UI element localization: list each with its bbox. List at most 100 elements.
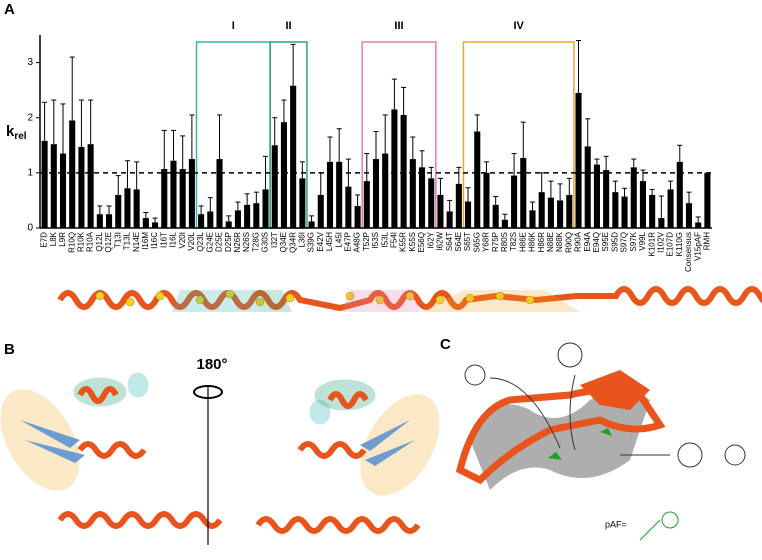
error-bar [244, 193, 250, 205]
x-tick-label: R80S [500, 232, 509, 252]
error-bar [410, 136, 416, 160]
error-bar [649, 188, 655, 195]
x-tick-label: L9R [58, 232, 67, 247]
x-tick-label: Q23L [196, 231, 205, 251]
error-bar [272, 117, 278, 146]
x-tick-label: Q34E [279, 232, 288, 252]
bar [216, 159, 223, 228]
x-tick-label: T52P [362, 232, 371, 251]
bar [124, 188, 131, 228]
error-bar [299, 161, 305, 179]
error-bar [364, 153, 370, 182]
x-tick-label: L8K [49, 231, 58, 246]
bar [363, 181, 370, 228]
bar [59, 153, 67, 228]
error-bar [548, 180, 554, 198]
region-label: IV [513, 20, 524, 32]
bar [621, 196, 628, 228]
error-bar [594, 158, 600, 165]
bar [317, 194, 324, 228]
x-tick-label: D25E [215, 232, 224, 252]
x-tick-label: K55R [399, 232, 408, 252]
error-bar [603, 155, 609, 171]
y-axis-label-main: k [6, 123, 15, 140]
x-tick-label: I102V [656, 231, 665, 253]
error-bar [134, 161, 140, 190]
bar [188, 159, 195, 228]
x-tick-label: N88E [546, 232, 555, 252]
bar [336, 161, 343, 228]
error-bar [668, 180, 674, 190]
x-tick-label: A48G [353, 232, 362, 252]
bar [575, 92, 582, 229]
rotation-label: 180° [196, 356, 227, 373]
bar [520, 157, 527, 228]
x-tick-label: S64T [445, 232, 454, 251]
bar [41, 140, 48, 228]
error-bar [97, 205, 103, 215]
bar [658, 218, 665, 228]
error-bar [207, 197, 213, 212]
x-tick-label: K110G [675, 232, 684, 256]
x-tick-label: N88K [555, 231, 564, 252]
x-tick-label: I32T [270, 232, 279, 248]
x-tick-label: L45I [334, 232, 343, 248]
x-tick-label: E7D [40, 232, 49, 248]
error-bar [483, 161, 489, 173]
error-bar [217, 114, 223, 160]
error-bar [161, 129, 167, 169]
x-tick-label: V20L [187, 231, 196, 250]
bar [639, 181, 646, 228]
x-tick-label: F54I [390, 232, 399, 248]
y-tick-label: 1 [27, 167, 33, 178]
error-bar [373, 131, 379, 160]
x-tick-label: T82S [509, 232, 518, 251]
x-tick-label: S95E [601, 232, 610, 252]
error-bar [658, 195, 664, 219]
bar [207, 211, 214, 228]
bar [501, 219, 508, 228]
bar [676, 161, 683, 228]
x-tick-label: E107D [666, 232, 675, 257]
panel-label: A [4, 1, 15, 18]
x-tick-label: N14E [132, 232, 141, 252]
bar [649, 194, 656, 228]
bar [290, 85, 297, 228]
error-bar [336, 128, 342, 162]
error-bar [456, 166, 462, 184]
x-tick-label: Q12L [95, 231, 104, 251]
x-tick-label: V15pAF [693, 232, 702, 261]
y-tick-label: 2 [27, 112, 33, 123]
x-tick-label: RMH [703, 232, 712, 250]
error-bar [198, 205, 204, 215]
x-tick-label: S65T [463, 232, 472, 251]
bar [492, 204, 499, 228]
error-bar [382, 114, 388, 154]
error-bar [124, 160, 130, 189]
x-tick-label: R10Q [67, 232, 76, 253]
region-box [195, 41, 271, 229]
bar [69, 120, 76, 228]
x-tick-label: Y68R [482, 232, 491, 252]
error-bar [115, 175, 121, 195]
error-bar [391, 78, 397, 110]
y-axis-label-sub: rel [14, 131, 26, 142]
x-tick-label: S39G [307, 232, 316, 252]
bar [198, 214, 205, 228]
bar [115, 194, 122, 228]
x-tick-label: E94A [583, 231, 592, 251]
error-bar [253, 191, 259, 204]
x-tick-label: G30S [261, 232, 270, 252]
bar [685, 203, 693, 228]
x-tick-label: R10A [86, 231, 95, 252]
bar [455, 183, 462, 228]
error-bar [106, 205, 112, 215]
structure-b: 180° [0, 356, 440, 545]
error-bar [290, 43, 296, 86]
bar [170, 160, 177, 228]
bar [244, 204, 251, 228]
bar [354, 205, 361, 228]
error-bar [677, 144, 683, 162]
error-bar [640, 169, 646, 182]
bar [566, 194, 573, 228]
